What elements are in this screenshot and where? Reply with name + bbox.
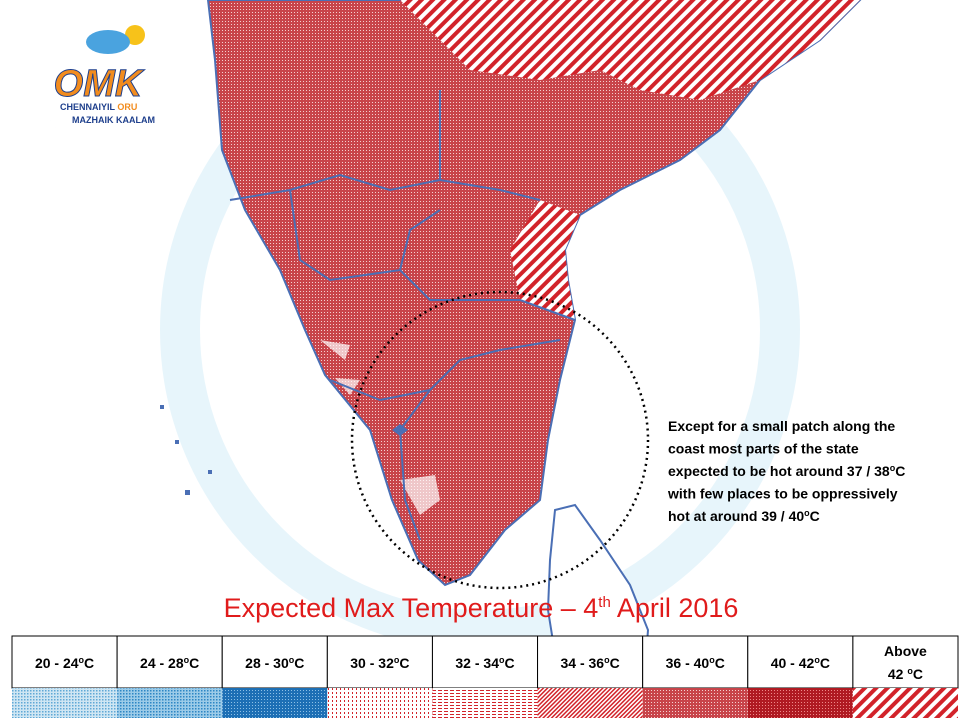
text-part: C: [715, 655, 725, 671]
legend-cell: [537, 635, 644, 689]
superscript: o: [394, 655, 400, 665]
annotation-line: expected to be hot around 37 / 38oC: [668, 463, 905, 479]
text-part: coast most parts of the state: [668, 441, 859, 457]
logo-word: KAALAM: [116, 115, 155, 125]
annotation: Except for a small patch along the coast …: [667, 418, 905, 524]
hot-region: [510, 200, 580, 320]
legend-swatch: [327, 688, 433, 718]
text-part: 24 - 28: [140, 655, 184, 671]
superscript: o: [499, 655, 505, 665]
legend-cell: [116, 635, 223, 689]
text-part: C: [189, 655, 199, 671]
text-part: April 2016: [611, 593, 739, 623]
superscript: o: [604, 655, 610, 665]
logo-text: MAZHAIK KAALAM: [72, 115, 155, 125]
text-part: 30 - 32: [350, 655, 394, 671]
legend-label: 30 - 32oC: [350, 655, 409, 671]
legend-label: 34 - 36oC: [561, 655, 620, 671]
superscript: o: [289, 655, 295, 665]
text-part: C: [820, 655, 830, 671]
legend-label: 24 - 28oC: [140, 655, 199, 671]
superscript: o: [890, 463, 896, 473]
legend-label: 36 - 40oC: [666, 655, 725, 671]
text-part: Except for a small patch along the: [668, 418, 895, 434]
text-part: C: [399, 655, 409, 671]
annotation-line: Except for a small patch along the: [668, 418, 895, 434]
text-part: C: [84, 655, 94, 671]
text-part: C: [895, 463, 905, 479]
legend-swatch: [642, 688, 748, 718]
legend-cell: [11, 635, 118, 689]
legend: 20 - 24oC 24 - 28oC 28 - 30oC 30 - 32oC 32 -…: [11, 635, 959, 718]
legend-cell: [852, 635, 959, 689]
legend-swatch: [537, 688, 643, 718]
title: Expected Max Temperature – 4th April 201…: [224, 593, 739, 623]
text-part: C: [810, 508, 820, 524]
text-part: C: [294, 655, 304, 671]
logo-word: ORU: [117, 102, 137, 112]
logo-mark: OMK: [54, 63, 145, 105]
legend-cell: [326, 635, 433, 689]
legend-swatch: [117, 688, 223, 718]
text-part: 20 - 24: [35, 655, 79, 671]
superscript: o: [184, 655, 190, 665]
legend-label: 20 - 24oC: [35, 655, 94, 671]
hot-region: [400, 0, 860, 100]
logo-cloud: [86, 30, 130, 54]
legend-cell: [221, 635, 328, 689]
legend-label: 40 - 42oC: [771, 655, 830, 671]
state-border: [229, 90, 576, 541]
superscript: o: [814, 655, 820, 665]
superscript: o: [709, 655, 715, 665]
legend-swatch: [222, 688, 328, 718]
logo-word: MAZHAIK: [72, 115, 114, 125]
text-part: 34 - 36: [561, 655, 605, 671]
legend-label: 32 - 34oC: [455, 655, 514, 671]
text-part: 42: [888, 666, 907, 682]
text-part: 40 - 42: [771, 655, 815, 671]
legend-swatch: [747, 688, 853, 718]
logo-word: CHENNAIYIL: [60, 102, 116, 112]
text-part: C: [504, 655, 514, 671]
text-part: 28 - 30: [245, 655, 289, 671]
text-part: 36 - 40: [666, 655, 710, 671]
logo: OMK CHENNAIYIL ORU MAZHAIK KAALAM: [37, 20, 155, 153]
superscript: th: [598, 594, 611, 611]
text-part: C: [610, 655, 620, 671]
annotation-line: with few places to be oppressively: [667, 486, 898, 502]
superscript: o: [79, 655, 85, 665]
legend-swatch: [852, 688, 958, 718]
cooler-patch: [320, 340, 440, 515]
text-part: hot at around 39 / 40: [668, 508, 804, 524]
annotation-line: hot at around 39 / 40oC: [668, 508, 820, 524]
superscript: o: [907, 666, 913, 676]
text-part: 32 - 34: [455, 655, 499, 671]
superscript: o: [804, 508, 810, 518]
legend-label: 28 - 30oC: [245, 655, 304, 671]
annotation-line: coast most parts of the state: [668, 441, 859, 457]
text-part: Expected Max Temperature – 4: [224, 593, 599, 623]
legend-swatch: [12, 688, 118, 718]
legend-label: Above: [884, 643, 927, 659]
text-part: with few places to be oppressively: [667, 486, 898, 502]
text-part: C: [913, 666, 923, 682]
text-part: expected to be hot around 37 / 38: [668, 463, 890, 479]
legend-swatch: [432, 688, 538, 718]
focus-circle: [350, 290, 650, 590]
logo-sun: [125, 25, 145, 45]
legend-label: 42 oC: [888, 666, 923, 682]
logo-text: CHENNAIYIL ORU: [60, 102, 137, 112]
